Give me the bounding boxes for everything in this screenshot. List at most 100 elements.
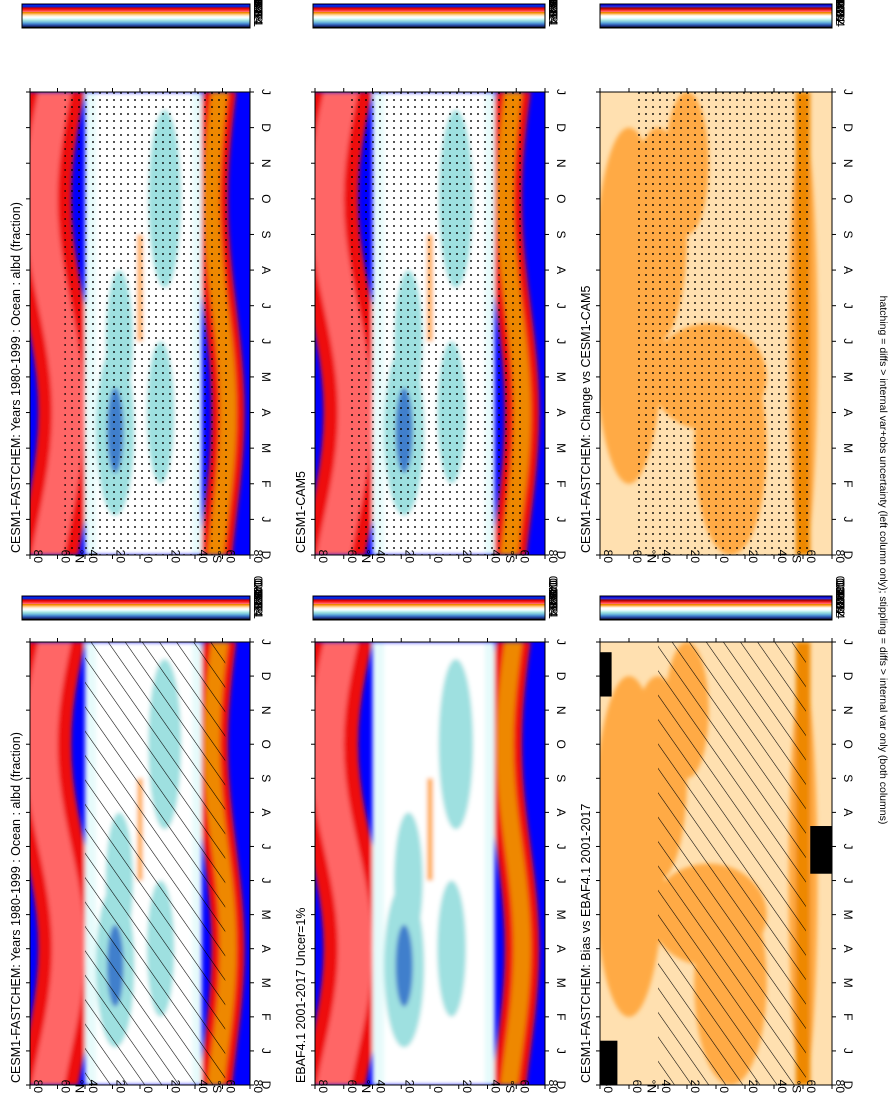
panel-4: 80 60 40 20 0 20 40 60 80 °N °S D J F M A M J J A S O N D J CESM1… [9, 0, 273, 563]
colorbar-swatch [22, 14, 250, 16]
colorbar-label: -0.16 [833, 0, 847, 21]
month-tick-label: D [554, 1081, 568, 1090]
lat-tick-label: 60 [517, 550, 531, 564]
hemisphere-label: °S [503, 550, 517, 563]
lat-tick-label: 60 [224, 550, 238, 564]
month-tick-label: M [841, 910, 855, 920]
lat-tick-label: 80 [833, 1080, 847, 1094]
colorbar-swatch [313, 16, 545, 19]
colorbar-label: 0.38 [546, 580, 560, 604]
month-tick-label: D [841, 123, 855, 132]
field-patch-core [395, 924, 413, 1007]
colorbar-swatch [600, 609, 832, 612]
field-patch [438, 659, 474, 830]
colorbar-swatch [313, 598, 545, 600]
colorbar-swatch [22, 24, 250, 27]
heatmap-field [30, 92, 250, 555]
colorbar-swatch [600, 7, 832, 10]
lat-tick-label: 40 [489, 1080, 503, 1094]
colorbar-swatch [313, 610, 545, 613]
heatmap-field [315, 642, 545, 1085]
colorbar-swatch [313, 604, 545, 606]
polar-patch [600, 1040, 618, 1085]
colorbar-swatch [600, 599, 832, 602]
colorbar-swatch [22, 602, 250, 605]
lat-tick-label: 40 [86, 1080, 100, 1094]
colorbar-frame [599, 3, 833, 29]
lat-tick-label: 60 [59, 1080, 73, 1094]
month-tick-label: J [841, 338, 855, 344]
month-tick-label: J [841, 516, 855, 522]
month-tick-label: S [554, 230, 568, 238]
month-tick-label: N [259, 159, 273, 168]
colorbar-swatch [22, 614, 250, 616]
lat-tick-label: 80 [546, 1080, 560, 1094]
lat-tick-label: 20 [169, 1080, 183, 1094]
month-tick-label: J [841, 89, 855, 95]
colorbar: 0.50.460.420.380.340.30.260.220.180.140.… [21, 0, 265, 29]
month-tick-label: J [554, 878, 568, 884]
month-tick-label: S [259, 774, 273, 782]
colorbar-swatch [22, 610, 250, 613]
month-tick-label: O [841, 194, 855, 203]
month-tick-label: D [259, 123, 273, 132]
lat-tick-label: 40 [196, 1080, 210, 1094]
colorbar-label: 0.26 [546, 587, 560, 611]
colorbar-label: 0.16 [833, 580, 847, 604]
colorbar-swatch [600, 10, 832, 13]
colorbar-swatch [22, 15, 250, 18]
colorbar-swatch [313, 616, 545, 619]
field-patch [437, 880, 466, 1017]
hemisphere-label: °N [72, 550, 86, 563]
heatmap-field [315, 92, 545, 555]
lat-tick-label: 60 [345, 1080, 359, 1094]
colorbar-label: 0.18 [546, 0, 560, 23]
colorbar-label: 0.34 [546, 582, 560, 606]
colorbar-swatch [22, 10, 250, 13]
lat-tick-label: 20 [688, 1080, 702, 1094]
month-tick-label: A [841, 945, 855, 953]
month-tick-label: A [841, 808, 855, 816]
colorbar-swatch [22, 7, 250, 10]
colorbar-label: 0.34 [251, 0, 265, 14]
colorbar-swatch [313, 613, 545, 615]
colorbar-label: 0.38 [251, 580, 265, 604]
colorbar-swatch [22, 617, 250, 620]
colorbar-swatch [600, 23, 832, 26]
colorbar-swatch [22, 600, 250, 603]
colorbar-swatch [313, 12, 545, 14]
colorbar-label: 0.16 [833, 0, 847, 12]
colorbar-label: 0.5 [546, 580, 560, 597]
band-south-orange [496, 642, 531, 1085]
colorbar-label: 0.22 [251, 0, 265, 21]
month-tick-label: F [841, 1013, 855, 1020]
colorbar-label: 0.1 [251, 10, 265, 27]
month-tick-label: D [554, 123, 568, 132]
colorbar-label: 0.14 [546, 1, 560, 25]
month-tick-label: M [554, 978, 568, 988]
colorbar-swatch [600, 597, 832, 599]
colorbar-swatch [22, 615, 250, 618]
colorbar-swatch [600, 6, 832, 8]
colorbar-label: 0 [833, 9, 847, 16]
colorbar-swatch [22, 18, 250, 21]
month-tick-label: A [554, 808, 568, 816]
colorbar-swatch [22, 4, 250, 6]
month-tick-label: N [259, 706, 273, 715]
colorbar-label: 0.14 [251, 1, 265, 25]
colorbar-swatch [600, 602, 832, 605]
lat-tick-label: 40 [489, 550, 503, 564]
colorbar-swatch [22, 609, 250, 612]
hemisphere-label: °N [645, 550, 659, 563]
colorbar-swatch [313, 21, 545, 23]
lat-tick-label: 40 [374, 550, 388, 564]
lat-tick-label: 20 [402, 550, 416, 564]
colorbar-label: 0.3 [251, 0, 265, 16]
lat-tick-label: 20 [746, 1080, 760, 1094]
lat-tick-label: 40 [659, 550, 673, 564]
lat-tick-label: 20 [460, 550, 474, 564]
lat-tick-label: 20 [688, 550, 702, 564]
colorbar-swatch [313, 20, 545, 22]
month-tick-label: J [259, 639, 273, 645]
field-patch [394, 812, 423, 949]
